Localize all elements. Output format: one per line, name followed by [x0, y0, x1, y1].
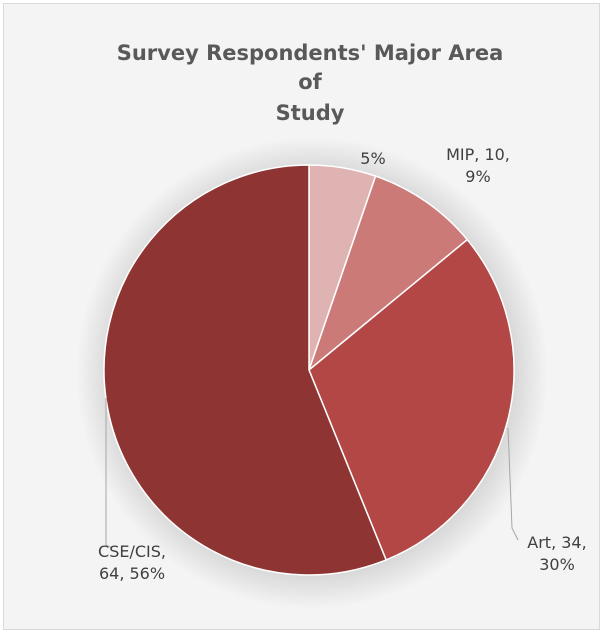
- data-label-cse-cis: CSE/CIS, 64, 56%: [98, 542, 166, 583]
- data-labels: 5% MIP, 10, 9% Art, 34, 30% CSE/CIS, 64, 56%: [98, 145, 587, 583]
- pie-slice-mip: [307, 175, 469, 373]
- pie-slice-cse-cis: [103, 164, 388, 576]
- data-label-art: Art, 34, 30%: [527, 533, 586, 574]
- chart-title: Survey Respondents' Major Area of Study: [117, 41, 504, 125]
- pie-slice-art: [308, 238, 515, 561]
- chart-title-line-1: Survey Respondents' Major Area: [117, 41, 504, 65]
- data-label-unlabeled: 5%: [360, 149, 385, 168]
- chart-title-line-2: of: [298, 70, 322, 94]
- leader-line-cse-cis: [105, 398, 113, 549]
- chart-title-line-3: Study: [276, 101, 345, 125]
- leader-line-art: [507, 427, 519, 541]
- pie-slices: [103, 164, 515, 576]
- data-label-mip: MIP, 10, 9%: [446, 145, 510, 186]
- leader-lines: [105, 398, 519, 549]
